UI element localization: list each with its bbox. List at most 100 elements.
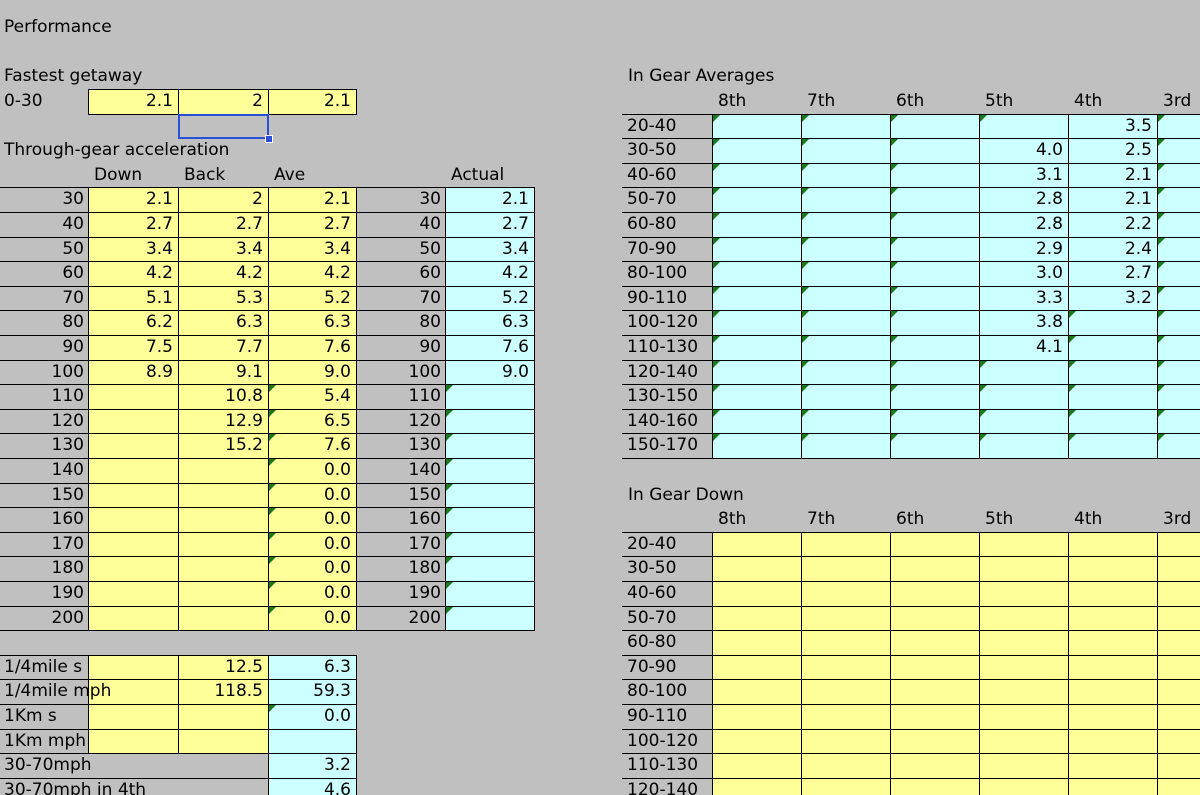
comment-marker — [891, 237, 898, 245]
cell — [712, 605, 802, 632]
cell — [712, 704, 802, 730]
comment-marker — [446, 459, 453, 466]
cell — [801, 654, 891, 681]
comment-marker — [1158, 360, 1165, 368]
comment-marker — [891, 336, 898, 343]
cell: 3.2 — [1068, 285, 1158, 312]
cell — [890, 654, 980, 681]
comment-marker — [446, 557, 453, 565]
comment-marker — [1069, 409, 1076, 417]
cell: 0.0 — [268, 507, 357, 533]
column-header: 7th — [807, 509, 836, 530]
comment-marker — [1069, 385, 1076, 393]
row-label: 50 — [0, 236, 89, 263]
cell: 2.8 — [979, 187, 1069, 213]
cell — [1068, 310, 1158, 336]
cell — [979, 113, 1069, 140]
cell — [801, 581, 891, 607]
cell — [712, 285, 802, 312]
comment-marker — [1158, 163, 1165, 171]
row-label: 30 — [356, 187, 446, 213]
cell — [712, 556, 802, 582]
cell: 2.1 — [1068, 162, 1158, 189]
comment-marker — [891, 262, 898, 270]
cell — [712, 113, 802, 140]
comment-marker — [1069, 360, 1076, 368]
comment-marker — [713, 409, 720, 417]
comment-marker — [269, 409, 276, 417]
comment-marker — [713, 434, 720, 442]
cell: 3.8 — [979, 310, 1069, 336]
comment-marker — [1158, 336, 1165, 343]
row-label: 120 — [356, 408, 446, 435]
cell — [979, 581, 1069, 607]
cell: 5.2 — [268, 285, 357, 312]
cell: 2 — [178, 89, 269, 115]
column-header: 7th — [807, 91, 836, 111]
cell — [801, 753, 891, 779]
cell — [712, 408, 802, 435]
row-label: 40-60 — [622, 162, 713, 189]
cell: 6.2 — [88, 310, 179, 336]
comment-marker — [269, 434, 276, 442]
comment-marker — [980, 360, 987, 368]
comment-marker — [802, 139, 809, 147]
cell — [445, 408, 535, 435]
row-label: 40 — [356, 212, 446, 238]
comment-marker — [802, 286, 809, 294]
cell — [1157, 630, 1200, 656]
comment-marker — [891, 188, 898, 196]
comment-marker — [802, 213, 809, 220]
comment-marker — [891, 311, 898, 319]
cell — [445, 458, 535, 484]
comment-marker — [1158, 114, 1165, 122]
cell — [890, 679, 980, 705]
comment-marker — [713, 114, 720, 122]
cell — [445, 581, 535, 607]
row-label: 100-120 — [622, 310, 713, 336]
cell — [1157, 654, 1200, 681]
row-label: 90 — [356, 335, 446, 361]
row-label: 90-110 — [622, 704, 713, 730]
cell — [1068, 777, 1158, 795]
cell — [801, 113, 891, 140]
cell: 3.4 — [178, 236, 269, 263]
cell — [801, 162, 891, 189]
cell — [801, 605, 891, 632]
cell: 4.1 — [979, 335, 1069, 361]
cell — [979, 359, 1069, 386]
cell: 7.5 — [88, 335, 179, 361]
cell: 7.7 — [178, 335, 269, 361]
comment-marker — [891, 139, 898, 147]
row-label: 120-140 — [622, 777, 713, 795]
comment-marker — [713, 213, 720, 220]
cell — [712, 384, 802, 410]
row-label: 150 — [0, 482, 89, 509]
comment-marker — [980, 385, 987, 393]
cell — [890, 433, 980, 459]
comment-marker — [980, 114, 987, 122]
section-title: In Gear Averages — [628, 66, 775, 87]
cell — [801, 384, 891, 410]
comment-marker — [1158, 286, 1165, 294]
comment-marker — [891, 360, 898, 368]
cell — [88, 753, 179, 779]
section-title: In Gear Down — [628, 484, 744, 505]
cell: 0.0 — [268, 605, 357, 632]
cell: 3.4 — [445, 236, 535, 263]
cell: 6.5 — [268, 408, 357, 435]
cell — [268, 728, 357, 755]
cell — [712, 531, 802, 558]
cell: 0.0 — [268, 704, 357, 730]
comment-marker — [713, 286, 720, 294]
comment-marker — [891, 163, 898, 171]
row-label: 130-150 — [622, 384, 713, 410]
comment-marker — [891, 409, 898, 417]
cell — [88, 654, 179, 681]
row-label: 180 — [0, 556, 89, 582]
row-label: 30-50 — [622, 556, 713, 582]
cell — [890, 753, 980, 779]
row-label: 70-90 — [622, 236, 713, 263]
cell: 2 — [178, 187, 269, 213]
column-header: 5th — [985, 509, 1014, 530]
